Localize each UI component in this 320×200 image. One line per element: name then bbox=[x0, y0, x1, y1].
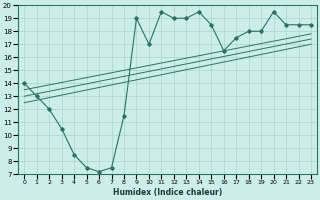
X-axis label: Humidex (Indice chaleur): Humidex (Indice chaleur) bbox=[113, 188, 222, 197]
